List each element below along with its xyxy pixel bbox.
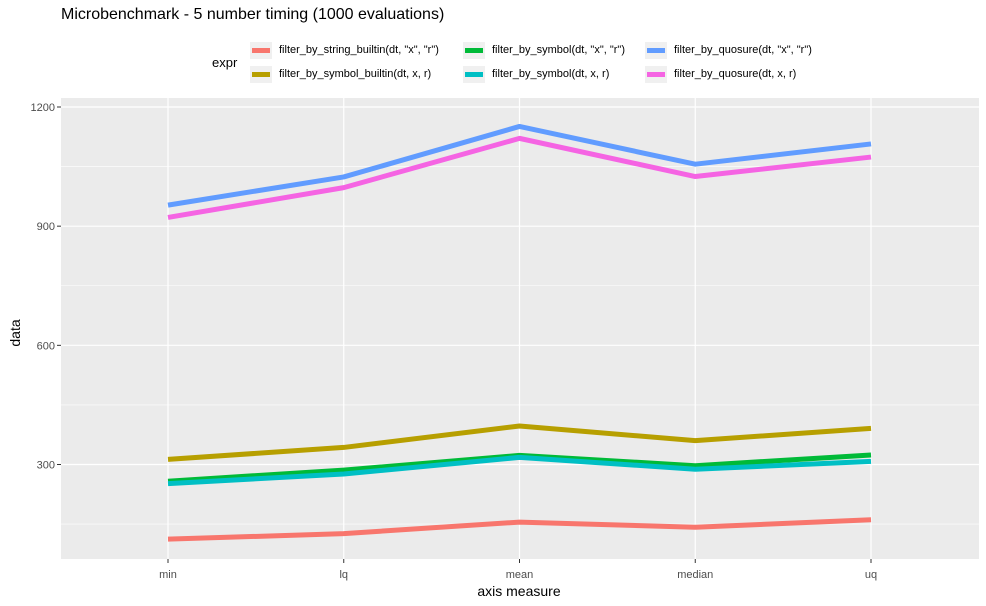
legend-swatch	[252, 48, 270, 53]
legend-swatch	[252, 72, 270, 77]
legend-swatch	[465, 72, 483, 77]
y-axis-title: data	[7, 319, 23, 346]
series-line-0	[167, 517, 872, 542]
legend-key	[645, 42, 667, 59]
y-axis: 300 600 900 1200	[31, 102, 61, 472]
legend-label: filter_by_quosure(dt, "x", "r")	[674, 44, 812, 56]
chart-title: Microbenchmark - 5 number timing (1000 e…	[61, 6, 445, 23]
legend-title: expr	[212, 55, 238, 70]
legend-swatch	[465, 48, 483, 53]
series-line-1	[167, 423, 872, 462]
y-tick-label: 1200	[31, 102, 55, 114]
legend-swatch	[647, 72, 665, 77]
minor-gridlines	[61, 166, 979, 525]
legend-label: filter_by_symbol(dt, x, r)	[492, 68, 610, 80]
x-axis: min lq mean median uq	[159, 559, 877, 581]
y-tick-label: 300	[37, 460, 55, 472]
legend-label: filter_by_string_builtin(dt, "x", "r")	[279, 44, 439, 56]
x-tick-label: mean	[506, 569, 534, 581]
legend-label: filter_by_quosure(dt, x, r)	[674, 68, 797, 80]
series-line-3	[167, 454, 872, 487]
x-tick-label: median	[677, 569, 713, 581]
y-tick-label: 900	[37, 221, 55, 233]
legend-swatch	[647, 48, 665, 53]
legend-label: filter_by_symbol_builtin(dt, x, r)	[279, 68, 432, 80]
legend-label: filter_by_symbol(dt, "x", "r")	[492, 44, 625, 56]
y-tick-label: 600	[37, 340, 55, 352]
x-tick-label: min	[159, 569, 177, 581]
x-axis-title: axis measure	[477, 583, 560, 599]
legend-key	[250, 42, 272, 59]
plot-panel	[61, 98, 979, 559]
legend-key	[645, 66, 667, 83]
series-line-4	[167, 123, 872, 208]
legend-key	[463, 66, 485, 83]
x-tick-label: uq	[865, 569, 877, 581]
x-tick-label: lq	[339, 569, 348, 581]
legend-key	[250, 66, 272, 83]
major-gridlines	[61, 98, 979, 559]
series-line-5	[167, 135, 872, 220]
series-lines	[167, 123, 872, 542]
series-line-2	[167, 452, 872, 484]
legend-key	[463, 42, 485, 59]
